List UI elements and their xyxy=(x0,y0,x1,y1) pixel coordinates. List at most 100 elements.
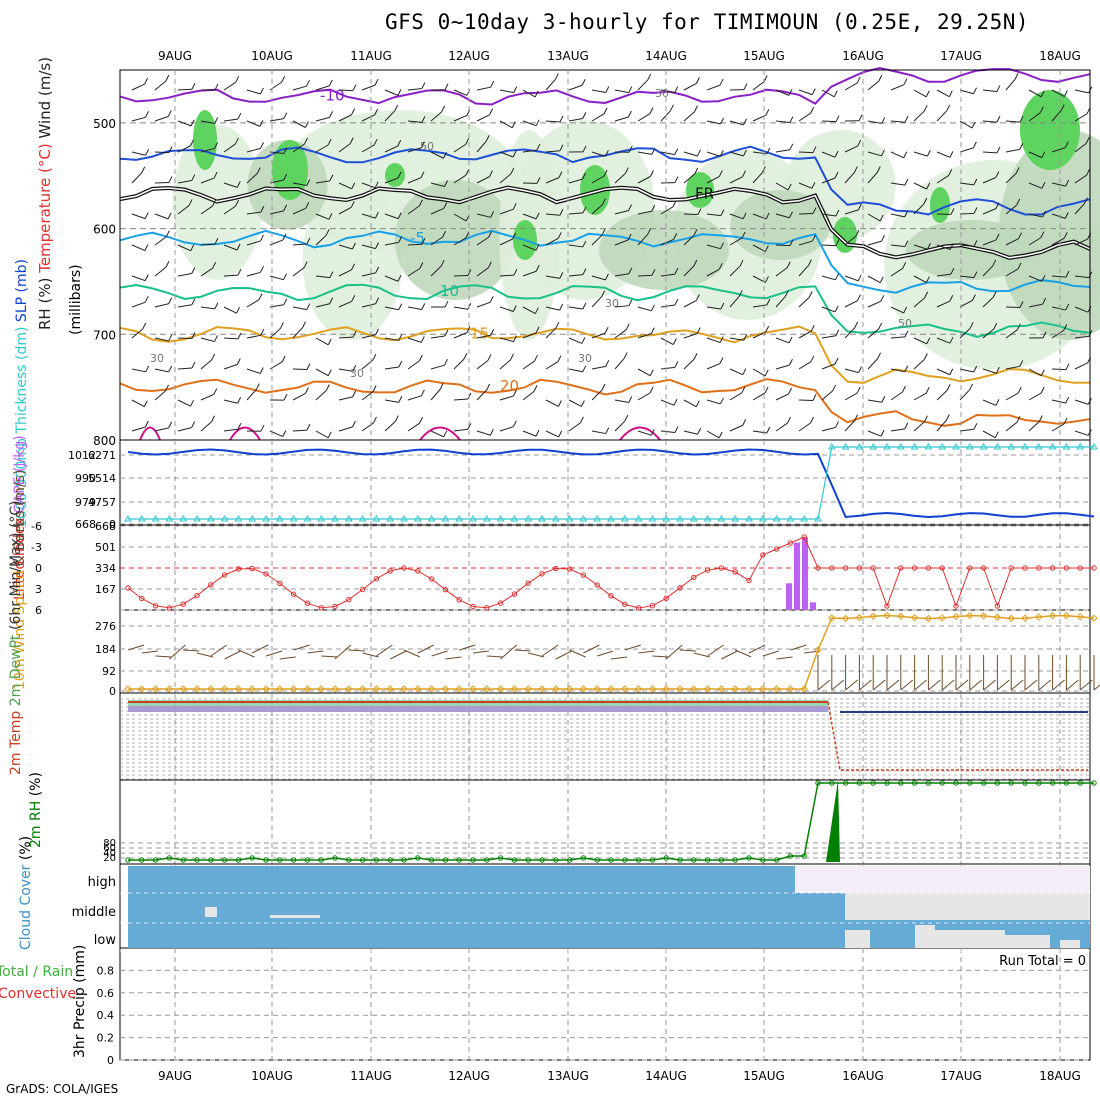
date-label-bottom: 16AUG xyxy=(842,1069,884,1083)
date-label-bottom: 15AUG xyxy=(743,1069,785,1083)
surface-wind-barb xyxy=(583,644,600,654)
li-marker xyxy=(594,582,600,588)
wind-barb-flag xyxy=(283,204,288,212)
wind-barb xyxy=(1028,275,1043,282)
wind-barb-flag xyxy=(832,384,837,392)
wind-barb xyxy=(913,203,925,215)
wind-barb xyxy=(821,363,836,370)
wind-barb-flag xyxy=(512,389,517,397)
wind-barb xyxy=(591,365,606,370)
wind-barb-flag xyxy=(327,369,332,376)
slp-line xyxy=(127,448,1095,519)
isotherm-label: -10 xyxy=(320,86,345,104)
wind-barb-flag xyxy=(535,119,540,126)
wind-barb xyxy=(1028,303,1043,308)
wind-barb xyxy=(775,149,790,153)
wind-barb-flag xyxy=(764,245,769,252)
wind-barb xyxy=(660,151,675,156)
wind-barb xyxy=(223,364,238,370)
wind-barb xyxy=(982,120,997,123)
wind-barb xyxy=(614,329,627,339)
wind-barb-flag xyxy=(902,385,906,393)
wind-barb-flag xyxy=(443,430,448,438)
grads-credit: GrADS: COLA/IGES xyxy=(6,1082,119,1096)
wind-barb xyxy=(200,393,215,401)
wind-barb-flag xyxy=(421,116,426,123)
wind-barb-flag xyxy=(168,146,173,153)
wind-barb-flag xyxy=(904,330,909,338)
wind-barb xyxy=(499,426,514,432)
wind-barb-flag xyxy=(555,321,560,329)
surface-wind-barb xyxy=(638,650,655,654)
ylabel-part: Cloud Cover xyxy=(18,860,34,950)
wind-barb-flag xyxy=(628,267,633,275)
wind-barb xyxy=(315,116,330,122)
wind-barb xyxy=(982,239,997,246)
wind-barb xyxy=(637,151,652,155)
wind-barb-flag xyxy=(628,146,633,153)
wind-barb xyxy=(913,275,927,284)
wind-barb xyxy=(591,296,602,308)
wind-barb-flag xyxy=(996,115,1001,123)
wind-barb-flag xyxy=(442,230,447,238)
wind-barb xyxy=(752,81,765,91)
wind-barb xyxy=(522,149,537,153)
precip-tick: 0.6 xyxy=(97,987,115,1000)
surface-wind-barb-flag xyxy=(1024,679,1038,691)
wind-barb-flag xyxy=(694,167,699,175)
wind-barb-flag xyxy=(603,169,608,177)
wind-barb xyxy=(959,428,974,432)
isotherm-line xyxy=(119,66,1091,106)
wind-barb xyxy=(407,88,422,91)
wind-barb xyxy=(499,173,512,184)
cloud-ylabel: Cloud Cover (%) xyxy=(18,836,34,950)
wind-barb-flag xyxy=(191,361,196,369)
wind-barb xyxy=(361,391,374,401)
wind-barb-flag xyxy=(579,416,584,424)
wind-barb xyxy=(913,151,928,157)
wind-barb xyxy=(1051,275,1066,278)
wind-barb xyxy=(844,300,858,308)
wind-barb-flag xyxy=(260,205,265,213)
wind-barb-flag xyxy=(973,365,978,373)
wind-barb xyxy=(361,84,376,91)
wind-barb-flag xyxy=(557,400,562,407)
wind-barb xyxy=(177,272,192,277)
wind-barb-flag xyxy=(1085,137,1090,144)
wind-barb-flag xyxy=(421,303,426,310)
wind-barb-flag xyxy=(283,273,287,280)
wind-barb-flag xyxy=(787,183,792,191)
wind-barb xyxy=(292,143,305,153)
wind-barb-flag xyxy=(325,384,330,391)
wind-barb-flag xyxy=(1040,369,1045,377)
surface-wind-barb xyxy=(555,650,573,660)
wind-barb xyxy=(706,306,721,310)
wind-barb xyxy=(568,178,583,184)
wind-barb xyxy=(1005,392,1019,401)
surface-wind-barb-flag xyxy=(997,679,1010,691)
wind-barb-flag xyxy=(923,353,928,360)
wind-barb-flag xyxy=(949,336,954,344)
li-tick: 6 xyxy=(35,604,42,617)
wind-barb xyxy=(246,368,261,374)
rh-saturated xyxy=(930,187,950,223)
surface-wind-barb xyxy=(348,649,365,652)
wind-barb xyxy=(982,265,994,277)
li-tick: -3 xyxy=(31,541,42,554)
wind-barb-flag xyxy=(994,431,999,438)
wind-tick: 0 xyxy=(109,685,116,698)
wind-barb xyxy=(269,275,284,281)
wind-barb xyxy=(177,367,193,370)
wind-barb xyxy=(223,244,238,251)
wind-barb xyxy=(407,360,420,370)
wind-barb-flag xyxy=(235,76,240,83)
surface-wind-barb-flag xyxy=(941,679,955,691)
wind-barb xyxy=(568,337,583,344)
wind-barb xyxy=(545,237,559,246)
wind-barb-flag xyxy=(973,207,978,214)
wind-barb xyxy=(407,337,422,343)
cloud-low-clear xyxy=(845,930,870,948)
li-marker xyxy=(580,572,587,578)
wind-barb xyxy=(614,89,629,94)
wind-barb xyxy=(1028,182,1043,189)
